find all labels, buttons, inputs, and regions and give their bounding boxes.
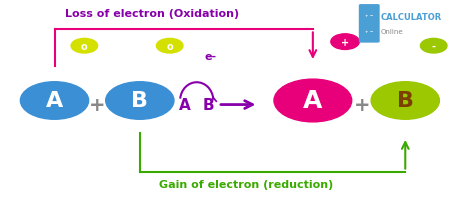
- Text: Loss of electron (Oxidation): Loss of electron (Oxidation): [64, 9, 239, 19]
- Text: A: A: [46, 91, 63, 111]
- Ellipse shape: [106, 82, 174, 120]
- Text: B: B: [397, 91, 414, 111]
- Ellipse shape: [20, 82, 89, 120]
- Text: Online: Online: [381, 29, 404, 35]
- Ellipse shape: [371, 82, 439, 120]
- Ellipse shape: [156, 39, 183, 54]
- Text: B: B: [131, 91, 148, 111]
- Text: Gain of electron (reduction): Gain of electron (reduction): [159, 179, 334, 189]
- Ellipse shape: [274, 80, 352, 122]
- Text: A: A: [303, 89, 322, 113]
- Text: o: o: [81, 41, 88, 52]
- Text: +: +: [341, 37, 349, 47]
- Text: + −: + −: [365, 14, 374, 18]
- Text: o: o: [166, 41, 173, 52]
- FancyBboxPatch shape: [359, 5, 380, 43]
- Text: -: -: [432, 41, 436, 52]
- Text: +: +: [355, 96, 371, 115]
- Ellipse shape: [420, 39, 447, 54]
- Ellipse shape: [331, 35, 359, 50]
- Text: e-: e-: [205, 52, 217, 62]
- Text: B: B: [203, 98, 214, 113]
- Text: CALCULATOR: CALCULATOR: [381, 13, 442, 21]
- Ellipse shape: [71, 39, 98, 54]
- Text: +: +: [89, 96, 105, 115]
- Text: A: A: [179, 98, 191, 113]
- Text: + −: + −: [365, 30, 374, 34]
